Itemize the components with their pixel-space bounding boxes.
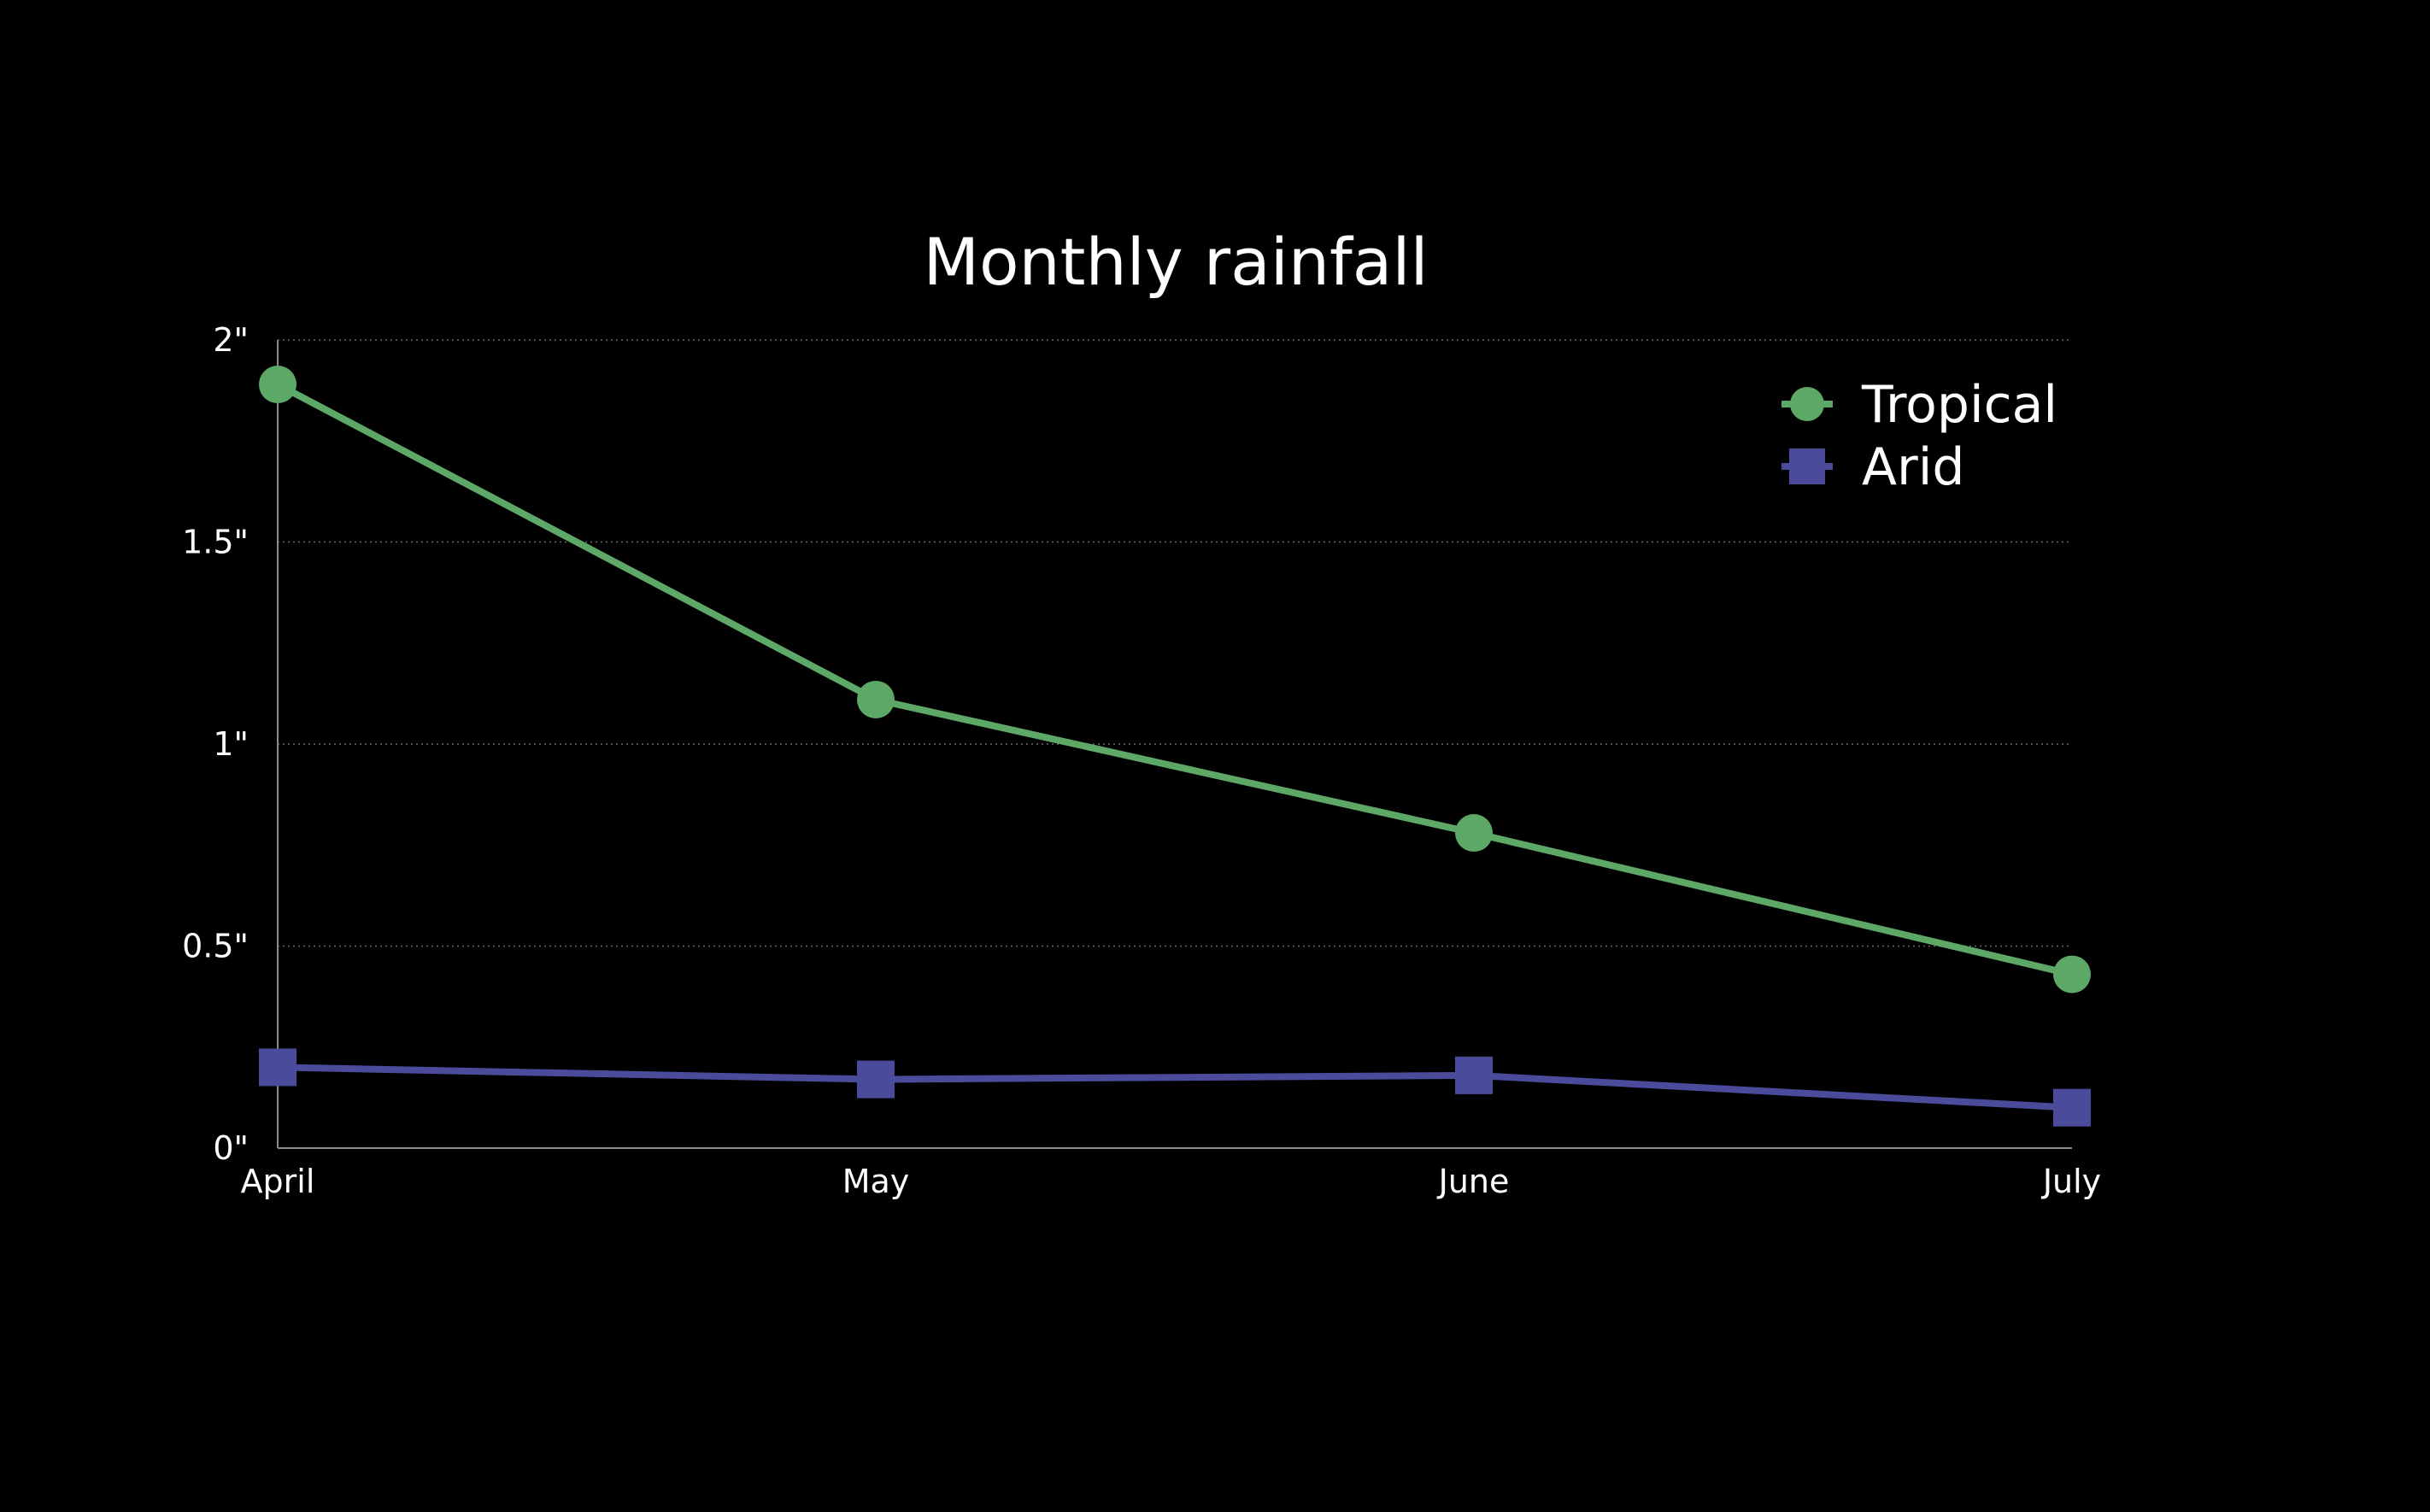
y-tick-label: 0.5" (182, 928, 249, 965)
data-point-arid (857, 1060, 895, 1099)
x-tick-label: April (241, 1163, 315, 1200)
x-tick-label: June (1437, 1163, 1510, 1200)
legend-item-tropical: Tropical (1781, 375, 2057, 435)
series-line-tropical (274, 381, 2075, 978)
grid-lines (278, 339, 2072, 947)
legend-marker-circle-icon (1790, 387, 1824, 421)
x-axis-ticks: April May June July (241, 1163, 2102, 1200)
data-point-arid (2053, 1088, 2091, 1127)
legend-label: Arid (1862, 437, 1964, 497)
data-point-arid (1455, 1056, 1493, 1094)
x-tick-label: July (2041, 1163, 2101, 1200)
data-point-tropical (1455, 814, 1493, 853)
y-tick-label: 1.5" (182, 524, 249, 561)
chart-title: Monthly rainfall (923, 224, 1428, 300)
series-arid (259, 1048, 2091, 1127)
y-tick-label: 0" (213, 1129, 249, 1167)
legend-marker-square-icon (1789, 448, 1825, 484)
y-tick-label: 1" (213, 725, 249, 763)
y-tick-label: 2" (213, 321, 249, 359)
axes (277, 340, 2072, 1149)
legend-label: Tropical (1861, 375, 2057, 435)
x-tick-label: May (842, 1163, 910, 1200)
data-point-tropical (857, 680, 895, 718)
data-point-tropical (2053, 955, 2091, 993)
data-point-arid (259, 1048, 296, 1087)
series-tropical (259, 366, 2091, 993)
y-axis-ticks: 0" 0.5" 1" 1.5" 2" (182, 321, 249, 1167)
legend-item-arid: Arid (1781, 437, 1964, 497)
series-lines (259, 366, 2091, 1127)
series-line-arid (274, 1064, 2075, 1111)
data-point-tropical (259, 366, 296, 404)
